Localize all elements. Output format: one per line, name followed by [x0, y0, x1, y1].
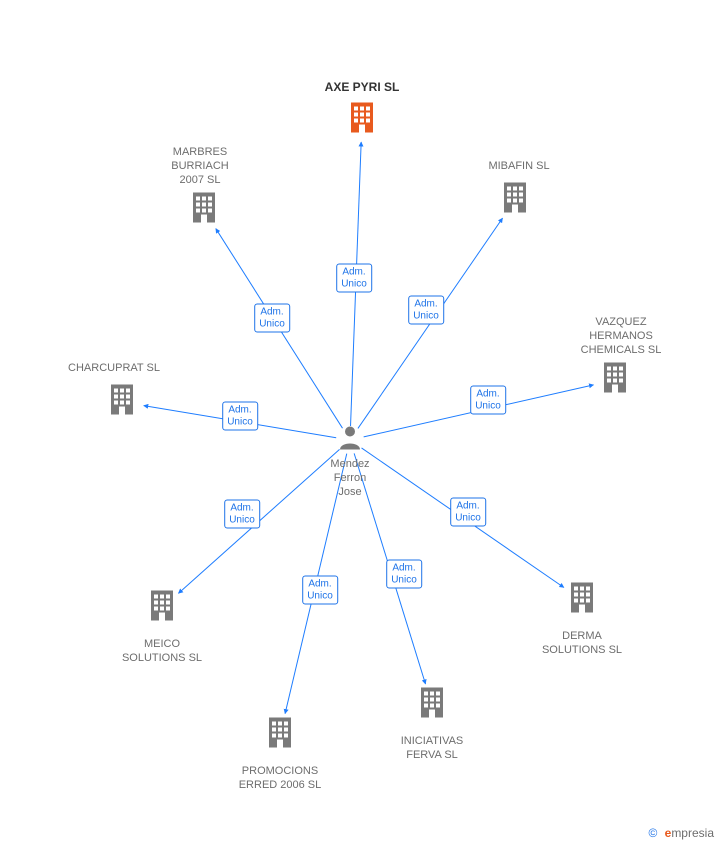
- company-label: VAZQUEZ HERMANOS CHEMICALS SL: [571, 316, 671, 357]
- building-icon: [186, 190, 222, 226]
- building-icon: [104, 382, 140, 418]
- building-icon: [414, 685, 450, 721]
- company-label: MEICO SOLUTIONS SL: [112, 638, 212, 666]
- company-node: [497, 180, 533, 221]
- company-label: CHARCUPRAT SL: [54, 362, 174, 376]
- building-icon: [564, 580, 600, 616]
- edge-label: Adm. Unico: [336, 264, 372, 293]
- edge-label: Adm. Unico: [222, 402, 258, 431]
- company-node: [104, 382, 140, 423]
- company-node: [344, 100, 380, 141]
- company-node: [597, 360, 633, 401]
- person-icon: [336, 424, 364, 452]
- building-icon: [497, 180, 533, 216]
- edge-label: Adm. Unico: [470, 386, 506, 415]
- company-label: PROMOCIONS ERRED 2006 SL: [225, 765, 335, 793]
- edge-label: Adm. Unico: [224, 500, 260, 529]
- building-icon: [262, 715, 298, 751]
- company-label: DERMA SOLUTIONS SL: [532, 630, 632, 658]
- edge-label: Adm. Unico: [408, 296, 444, 325]
- company-node: [262, 715, 298, 756]
- edge-label: Adm. Unico: [450, 498, 486, 527]
- footer-attribution: © empresia: [648, 826, 714, 840]
- company-label: MIBAFIN SL: [469, 160, 569, 174]
- company-node: [564, 580, 600, 621]
- company-label: INICIATIVAS FERVA SL: [382, 735, 482, 763]
- building-icon: [597, 360, 633, 396]
- copyright-symbol: ©: [648, 826, 657, 840]
- edge-label: Adm. Unico: [254, 304, 290, 333]
- company-node: [414, 685, 450, 726]
- building-icon: [144, 588, 180, 624]
- brand-rest: mpresia: [671, 826, 714, 840]
- edge-label: Adm. Unico: [386, 560, 422, 589]
- company-label: AXE PYRI SL: [302, 80, 422, 95]
- company-node: [144, 588, 180, 629]
- edge-label: Adm. Unico: [302, 576, 338, 605]
- company-node: [186, 190, 222, 231]
- company-label: MARBRES BURRIACH 2007 SL: [155, 146, 245, 187]
- center-person-label: Mendez Ferron Jose: [320, 458, 380, 499]
- building-icon: [344, 100, 380, 136]
- center-person-node: [336, 424, 364, 457]
